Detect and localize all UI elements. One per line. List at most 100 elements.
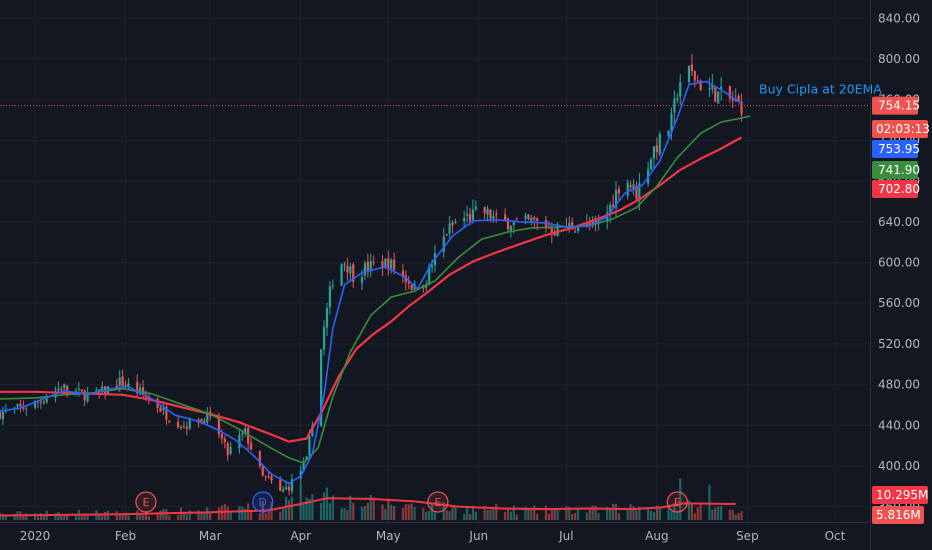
candle[interactable] (687, 65, 691, 87)
candle[interactable] (249, 437, 253, 451)
candle[interactable] (611, 194, 615, 208)
candle[interactable] (185, 421, 188, 436)
candle[interactable] (381, 255, 384, 277)
candle[interactable] (463, 210, 466, 228)
candle[interactable] (737, 93, 740, 102)
trade-annotation[interactable]: Buy Cipla at 20EMA (759, 82, 882, 97)
candle[interactable] (445, 233, 448, 237)
candle[interactable] (349, 262, 352, 282)
candle[interactable] (667, 130, 670, 138)
candle[interactable] (19, 399, 22, 413)
candle[interactable] (451, 220, 454, 234)
dividend-marker[interactable]: D (252, 491, 274, 513)
candle[interactable] (655, 137, 658, 160)
candle[interactable] (176, 415, 180, 429)
candle[interactable] (179, 425, 183, 431)
candle[interactable] (115, 378, 118, 388)
candle[interactable] (121, 369, 124, 390)
candle[interactable] (369, 253, 372, 277)
candle[interactable] (486, 205, 489, 222)
candle[interactable] (699, 79, 702, 91)
candle[interactable] (168, 420, 171, 424)
candle[interactable] (290, 473, 294, 495)
candle[interactable] (617, 185, 621, 202)
candle[interactable] (346, 257, 349, 281)
candle[interactable] (515, 217, 518, 221)
candle[interactable] (568, 216, 571, 233)
candle[interactable] (0, 409, 2, 421)
time-axis[interactable]: 2020 Feb Mar Apr May Jun Jul Aug Sep Oct (20, 529, 846, 543)
candle[interactable] (626, 179, 629, 200)
candle[interactable] (649, 157, 653, 170)
earnings-marker[interactable]: E (427, 491, 449, 513)
candle[interactable] (1, 406, 5, 425)
candle[interactable] (708, 77, 711, 97)
candle[interactable] (264, 475, 267, 481)
candle[interactable] (238, 428, 241, 454)
candle[interactable] (45, 394, 48, 404)
candle[interactable] (673, 90, 676, 124)
earnings-marker[interactable]: E (135, 491, 157, 513)
candle[interactable] (247, 426, 250, 450)
candle[interactable] (340, 263, 343, 287)
candle[interactable] (407, 276, 410, 290)
candle[interactable] (267, 472, 270, 479)
candle[interactable] (372, 255, 375, 266)
candle[interactable] (322, 320, 326, 356)
candle[interactable] (448, 216, 451, 239)
candle[interactable] (658, 131, 661, 157)
candle[interactable] (728, 85, 731, 103)
candle[interactable] (591, 216, 594, 229)
candle[interactable] (471, 199, 475, 224)
candle[interactable] (366, 253, 369, 278)
candle[interactable] (363, 260, 367, 280)
candle[interactable] (25, 406, 28, 416)
candle[interactable] (331, 279, 334, 290)
candle[interactable] (442, 227, 445, 258)
candle[interactable] (530, 215, 533, 226)
candle[interactable] (127, 377, 130, 390)
candle[interactable] (328, 281, 331, 315)
candle[interactable] (83, 388, 86, 407)
candle[interactable] (720, 76, 723, 101)
candle[interactable] (635, 181, 638, 200)
candle[interactable] (690, 54, 694, 77)
candle[interactable] (676, 92, 679, 104)
candle[interactable] (679, 74, 682, 105)
candle[interactable] (229, 441, 232, 456)
candle[interactable] (39, 396, 42, 409)
candle[interactable] (670, 107, 673, 140)
candle[interactable] (693, 70, 696, 88)
candle[interactable] (226, 441, 229, 462)
candle[interactable] (299, 465, 302, 483)
candle[interactable] (206, 407, 209, 426)
candle[interactable] (387, 250, 390, 276)
candle[interactable] (629, 180, 632, 192)
candle[interactable] (401, 264, 404, 283)
candle[interactable] (287, 484, 291, 496)
candle[interactable] (352, 262, 355, 288)
candle[interactable] (258, 450, 261, 469)
candle[interactable] (325, 302, 329, 336)
candle[interactable] (165, 402, 168, 425)
candle[interactable] (714, 86, 717, 103)
candle[interactable] (285, 482, 288, 491)
candle[interactable] (483, 206, 486, 220)
candle[interactable] (503, 208, 507, 221)
candle[interactable] (717, 91, 720, 104)
candle[interactable] (696, 75, 699, 83)
candle[interactable] (506, 217, 510, 232)
candle[interactable] (652, 146, 656, 170)
candle[interactable] (740, 93, 743, 122)
candle[interactable] (474, 200, 477, 212)
candle[interactable] (244, 423, 247, 437)
candle[interactable] (343, 261, 346, 272)
candle[interactable] (182, 420, 186, 430)
candle[interactable] (390, 257, 393, 274)
candle[interactable] (223, 435, 226, 449)
candle[interactable] (22, 400, 25, 412)
candle[interactable] (136, 374, 139, 399)
earnings-marker[interactable]: E (666, 491, 688, 513)
